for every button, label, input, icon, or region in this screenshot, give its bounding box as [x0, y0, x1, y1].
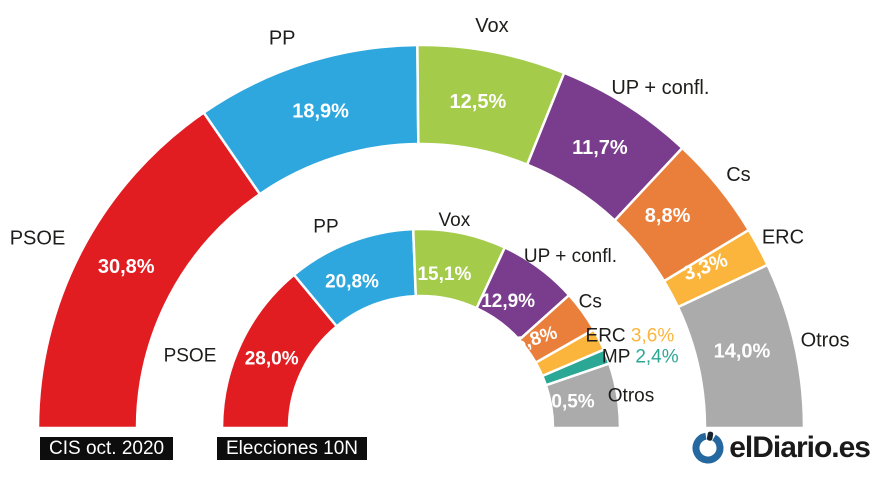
eldiario-logo-text: elDiario.es [729, 431, 871, 464]
chart0-name-label-up-confl: UP + confl. [611, 77, 709, 99]
chart1-value-label-otros: 10,5% [541, 392, 595, 413]
chart0-value-label-otros: 14,0% [714, 340, 771, 362]
chart0-name-label-pp: PP [269, 27, 296, 49]
chart0-value-label-vox: 12,5% [450, 91, 507, 113]
chart0-name-label-cs: Cs [726, 164, 750, 186]
chart0-value-label-psoe: 30,8% [98, 256, 155, 278]
chart1-value-label-pp: 20,8% [325, 272, 379, 293]
inner-chart-title-box: Elecciones 10N [217, 437, 368, 460]
chart0-name-label-erc: ERC [762, 227, 804, 249]
chart1-value-label-up-confl: 12,9% [481, 291, 535, 312]
chart0-value-label-pp: 18,9% [292, 101, 349, 123]
chart0-name-label-psoe: PSOE [10, 227, 66, 249]
eldiario-ring-icon [692, 431, 724, 464]
chart0-value-label-cs: 8,8% [645, 205, 691, 227]
chart1-name-label-pp: PP [313, 216, 338, 237]
chart1-name-value-label-mp: MP 2,4% [602, 346, 679, 367]
chart1-value-label-psoe: 28,0% [245, 348, 299, 369]
chart1-segment-otros [544, 362, 622, 430]
chart1-name-label-psoe: PSOE [164, 346, 217, 367]
chart1-name-label-vox: Vox [439, 210, 471, 231]
chart0-segment-otros [676, 263, 806, 430]
chart1-name-value-label-erc: ERC 3,6% [586, 325, 675, 346]
chart1-value-label-vox: 15,1% [417, 264, 471, 285]
chart0-name-label-otros: Otros [801, 330, 850, 352]
chart1-name-label-up-confl: UP + confl. [524, 246, 617, 267]
chart1-name-label-cs: Cs [579, 291, 602, 312]
chart0-value-label-up-confl: 11,7% [572, 137, 628, 159]
eldiario-logo[interactable]: elDiario.es [691, 431, 871, 465]
chart0-name-label-vox: Vox [475, 15, 508, 37]
chart1-name-label-otros: Otros [608, 385, 654, 406]
outer-chart-title-box: CIS oct. 2020 [40, 437, 174, 460]
